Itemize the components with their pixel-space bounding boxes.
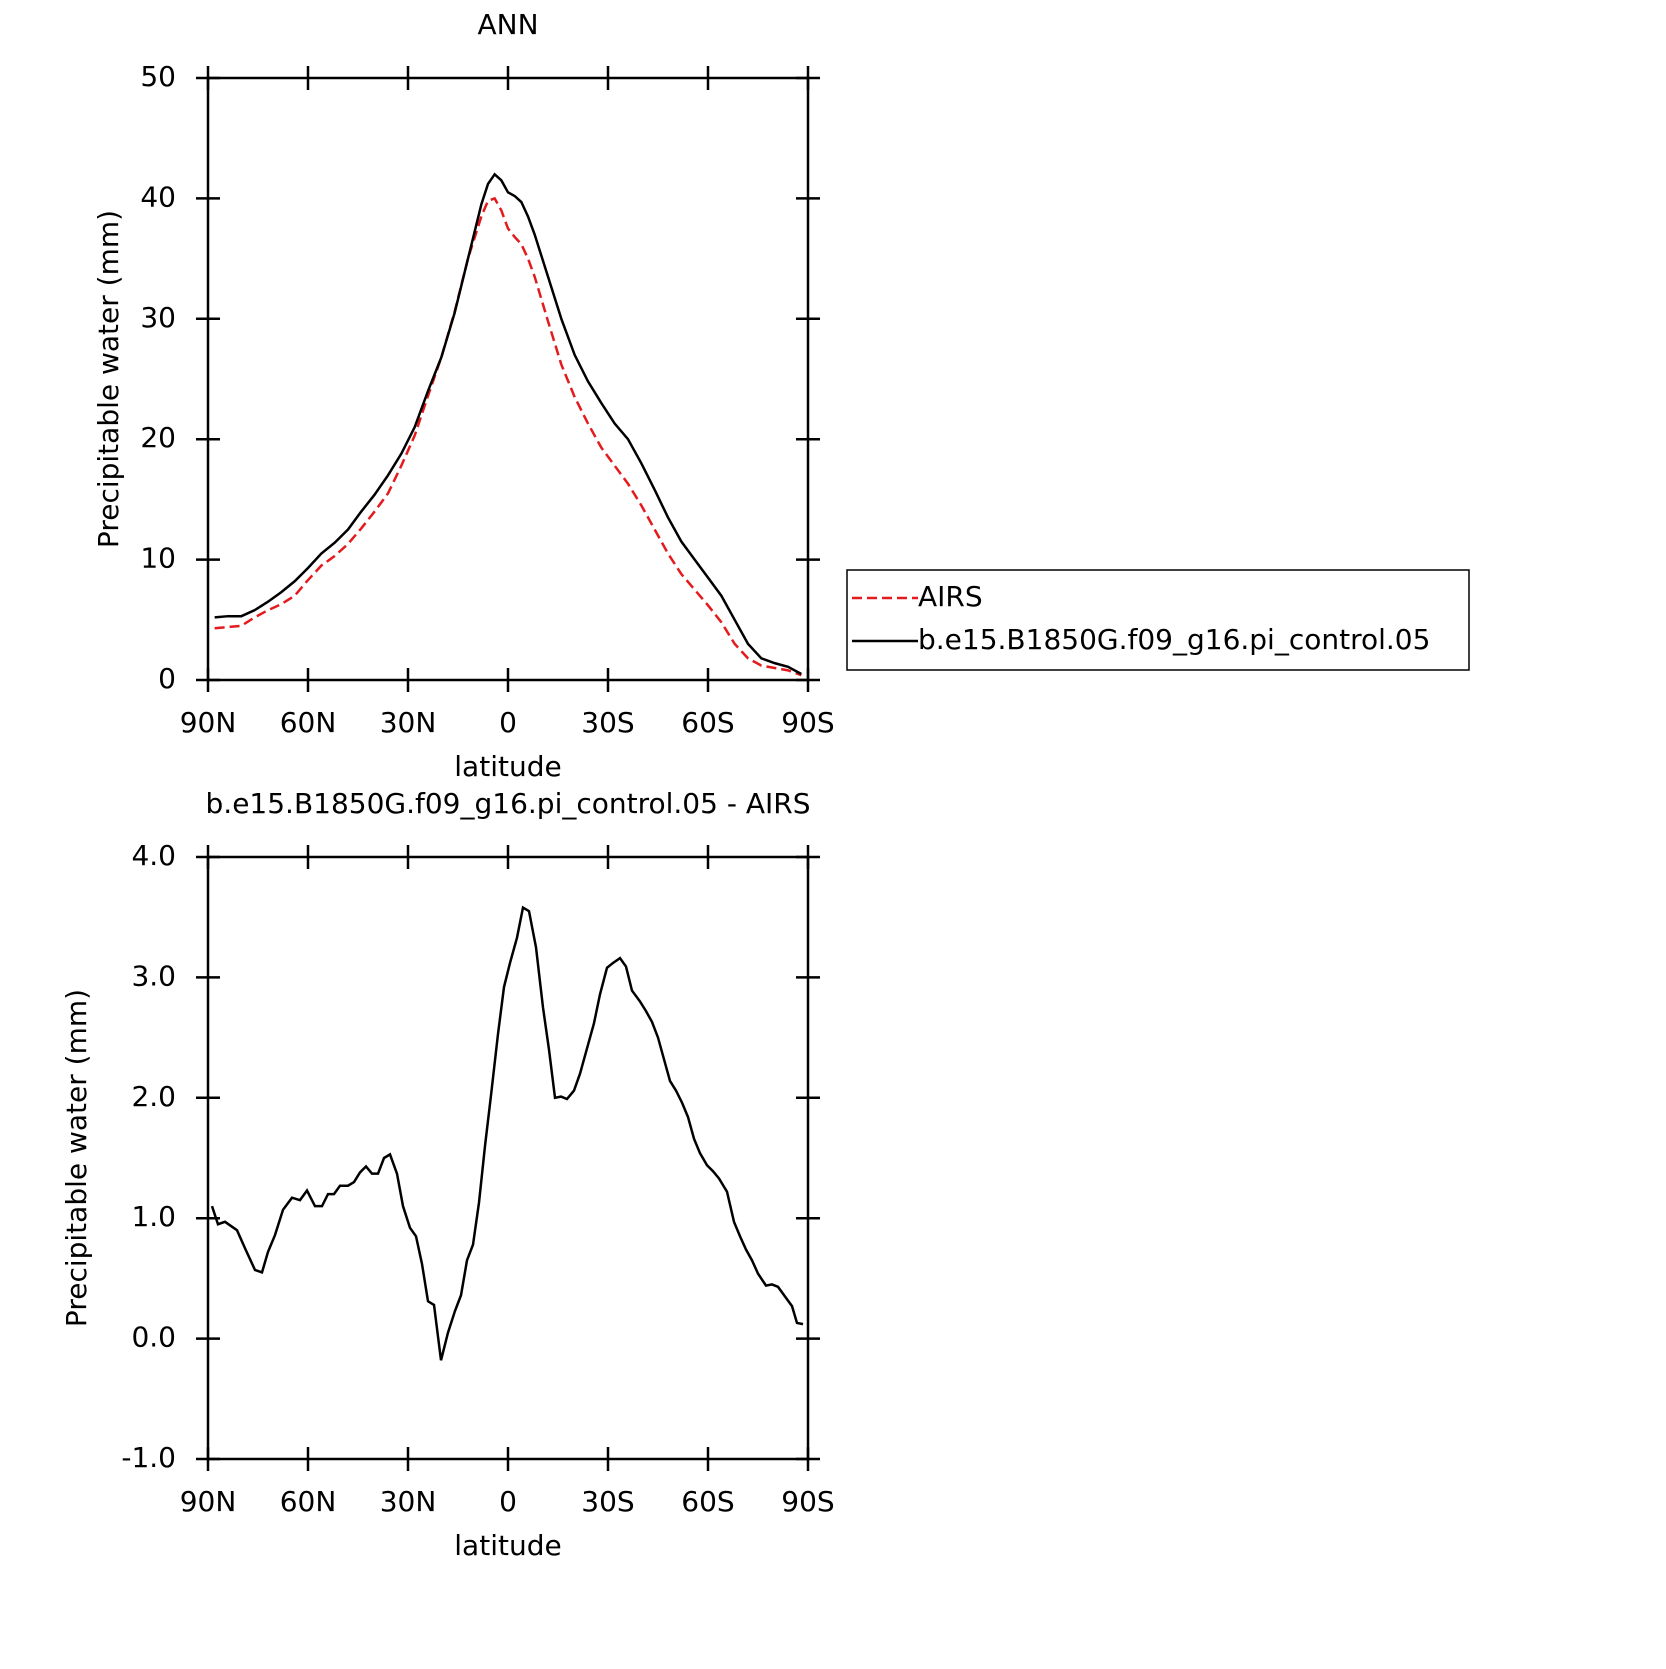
chart-title: b.e15.B1850G.f09_g16.pi_control.05 - AIR… [206,787,811,820]
x-tick-label: 30N [380,1485,437,1518]
x-axis-label: latitude [454,750,561,783]
x-axis-label: latitude [454,1529,561,1562]
y-axis-label: Precipitable water (mm) [92,210,125,548]
y-tick-label: 4.0 [131,839,176,872]
y-tick-label: 1.0 [131,1200,176,1233]
y-tick-label: 30 [140,301,176,334]
y-tick-label: 50 [140,60,176,93]
x-tick-label: 30S [581,706,634,739]
x-tick-label: 60S [681,706,734,739]
x-tick-label: 30S [581,1485,634,1518]
data-line [210,905,804,1361]
legend-label: AIRS [918,580,983,613]
y-tick-label: 10 [140,542,176,575]
x-tick-label: 0 [499,706,517,739]
x-tick-label: 90S [781,1485,834,1518]
plot-frame [206,76,810,682]
x-tick-label: 60N [280,1485,337,1518]
x-tick-label: 60S [681,1485,734,1518]
x-tick-label: 60N [280,706,337,739]
y-tick-label: 40 [140,180,176,213]
y-tick-label: 3.0 [131,959,176,992]
plot-frame [206,855,810,1461]
x-tick-label: 90N [180,706,237,739]
y-tick-label: -1.0 [121,1441,176,1474]
y-tick-label: 2.0 [131,1080,176,1113]
legend-box [846,569,1470,671]
x-tick-label: 30N [380,706,437,739]
x-tick-label: 90N [180,1485,237,1518]
y-tick-label: 0.0 [131,1321,176,1354]
legend-label: b.e15.B1850G.f09_g16.pi_control.05 [918,623,1430,656]
data-line [214,172,802,676]
x-tick-label: 90S [781,706,834,739]
x-tick-label: 0 [499,1485,517,1518]
data-line [214,196,802,677]
y-tick-label: 0 [158,662,176,695]
chart-title: ANN [477,8,538,41]
y-axis-label: Precipitable water (mm) [60,989,93,1327]
y-tick-label: 20 [140,421,176,454]
